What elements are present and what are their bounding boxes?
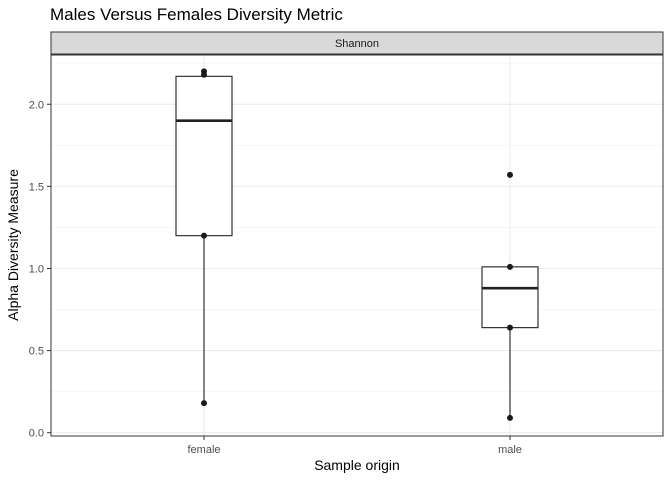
- x-axis-label: Sample origin: [314, 457, 400, 473]
- boxplot-layer: [175, 71, 539, 418]
- box-female: [175, 71, 233, 404]
- box-iqr: [175, 75, 233, 237]
- box-iqr: [481, 266, 539, 329]
- y-axis-label: Alpha Diversity Measure: [5, 169, 21, 321]
- facet-strip: [50, 31, 664, 55]
- data-point-male: [507, 324, 513, 331]
- x-axis-ticks: female male: [187, 436, 522, 456]
- data-point-male: [507, 171, 513, 178]
- x-tick-label: female: [187, 444, 220, 456]
- chart-title: Males Versus Females Diversity Metric: [50, 5, 343, 24]
- x-tick-label: male: [498, 444, 522, 456]
- y-tick-label: 0.0: [29, 428, 44, 440]
- y-tick-label: 1.0: [29, 263, 44, 275]
- plot-border: [50, 54, 664, 437]
- facet-label: Shannon: [335, 38, 379, 50]
- y-tick-label: 0.5: [29, 346, 44, 358]
- data-point-male: [507, 263, 513, 270]
- y-tick-label: 2.0: [29, 99, 44, 111]
- data-points: [201, 68, 513, 421]
- data-point-female: [201, 400, 207, 407]
- box-male: [481, 266, 539, 418]
- y-axis-ticks: 0.0 0.5 1.0 1.5 2.0: [29, 99, 51, 440]
- data-point-male: [507, 414, 513, 421]
- y-tick-label: 1.5: [29, 181, 44, 193]
- data-point-female: [201, 71, 207, 78]
- plot-panel: [51, 55, 663, 436]
- data-point-female: [201, 232, 207, 239]
